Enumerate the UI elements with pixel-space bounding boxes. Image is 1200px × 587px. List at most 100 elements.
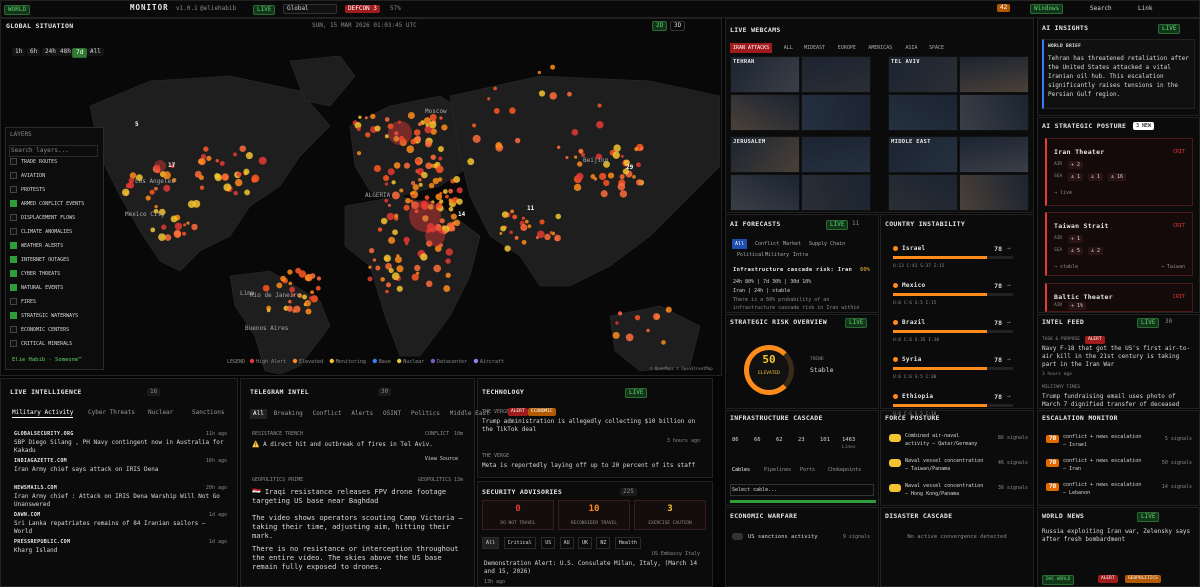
event-marker[interactable] (251, 174, 260, 183)
event-marker[interactable] (424, 125, 432, 134)
event-marker[interactable] (445, 258, 451, 264)
event-marker[interactable] (370, 113, 376, 120)
event-marker[interactable] (357, 151, 362, 156)
event-marker[interactable] (495, 141, 503, 149)
event-marker[interactable] (646, 328, 650, 333)
event-marker[interactable] (221, 175, 225, 179)
event-marker[interactable] (472, 134, 481, 143)
event-marker[interactable] (410, 181, 416, 186)
event-marker[interactable] (153, 208, 159, 214)
event-marker[interactable] (435, 193, 443, 201)
event-marker[interactable] (431, 200, 435, 204)
tab[interactable]: All (482, 537, 500, 549)
event-marker[interactable] (422, 215, 429, 222)
event-marker[interactable] (424, 140, 432, 148)
event-marker[interactable] (430, 163, 435, 168)
event-marker[interactable] (129, 172, 137, 179)
event-marker[interactable] (445, 248, 453, 256)
event-marker[interactable] (456, 187, 463, 194)
event-marker[interactable] (394, 213, 399, 218)
event-marker[interactable] (309, 273, 316, 279)
event-marker[interactable] (385, 282, 392, 288)
event-marker[interactable] (388, 236, 396, 244)
event-marker[interactable] (426, 240, 433, 247)
event-marker[interactable] (445, 194, 449, 199)
layer-checkbox[interactable] (10, 172, 17, 179)
event-marker[interactable] (396, 285, 403, 292)
event-marker[interactable] (549, 92, 557, 100)
event-marker[interactable] (421, 171, 428, 179)
view-toggle[interactable]: 3D (670, 21, 686, 31)
event-marker[interactable] (600, 190, 608, 198)
event-marker[interactable] (565, 155, 569, 160)
tab[interactable]: Sanctions (192, 409, 225, 416)
theater-link[interactable]: → Taiwan (1160, 264, 1185, 270)
webcam-feed[interactable] (801, 94, 871, 131)
event-marker[interactable] (128, 177, 135, 184)
tab[interactable]: ASIA (905, 45, 918, 51)
event-marker[interactable] (375, 265, 381, 271)
event-marker[interactable] (467, 158, 475, 166)
tab[interactable]: Conflict (755, 241, 780, 247)
webcam-feed[interactable] (959, 136, 1029, 173)
event-marker[interactable] (577, 161, 583, 167)
event-marker[interactable] (514, 137, 521, 144)
event-marker[interactable] (385, 289, 389, 294)
event-marker[interactable] (448, 198, 453, 203)
event-marker[interactable] (403, 162, 411, 169)
event-marker[interactable] (316, 276, 322, 281)
event-marker[interactable] (288, 281, 293, 286)
event-marker[interactable] (405, 241, 409, 246)
event-marker[interactable] (410, 138, 417, 145)
event-marker[interactable] (135, 174, 143, 182)
event-marker[interactable] (607, 172, 615, 179)
event-marker[interactable] (192, 200, 201, 208)
webcam-feed[interactable] (888, 174, 958, 211)
tab[interactable]: Chokepoints (828, 467, 862, 473)
hotspot[interactable] (388, 121, 412, 145)
event-marker[interactable] (387, 203, 391, 207)
tab[interactable]: NZ (596, 537, 611, 549)
event-marker[interactable] (384, 198, 389, 203)
tab[interactable]: Middle East (449, 410, 490, 417)
event-marker[interactable] (197, 158, 204, 165)
tab[interactable]: Cyber Threats (88, 409, 135, 416)
tab[interactable]: Breaking (273, 410, 303, 417)
event-marker[interactable] (315, 285, 321, 291)
event-marker[interactable] (423, 117, 432, 125)
event-marker[interactable] (425, 162, 433, 170)
event-marker[interactable] (384, 134, 389, 139)
event-marker[interactable] (364, 116, 368, 120)
event-marker[interactable] (304, 300, 311, 307)
event-marker[interactable] (365, 132, 371, 138)
event-marker[interactable] (425, 123, 429, 127)
event-marker[interactable] (413, 129, 421, 136)
webcam-feed[interactable] (888, 94, 958, 131)
event-marker[interactable] (276, 282, 283, 289)
event-marker[interactable] (636, 179, 643, 186)
event-marker[interactable] (615, 321, 619, 325)
event-marker[interactable] (383, 175, 390, 182)
event-marker[interactable] (500, 225, 507, 232)
event-marker[interactable] (442, 230, 447, 235)
event-marker[interactable] (504, 245, 511, 252)
tab[interactable]: SPACE (929, 45, 945, 51)
event-marker[interactable] (438, 156, 443, 161)
tab[interactable]: US (541, 537, 556, 549)
event-marker[interactable] (428, 182, 435, 189)
tab[interactable]: All (250, 409, 267, 419)
event-marker[interactable] (410, 199, 414, 203)
event-marker[interactable] (203, 146, 209, 152)
event-marker[interactable] (493, 86, 497, 91)
event-marker[interactable] (499, 232, 503, 236)
event-marker[interactable] (438, 243, 444, 248)
event-marker[interactable] (158, 233, 166, 241)
event-marker[interactable] (214, 173, 223, 182)
event-marker[interactable] (417, 122, 422, 127)
event-marker[interactable] (429, 121, 437, 129)
event-marker[interactable] (289, 286, 296, 293)
event-marker[interactable] (617, 182, 626, 191)
event-marker[interactable] (158, 208, 166, 216)
event-marker[interactable] (310, 290, 314, 295)
hotspot[interactable] (425, 226, 445, 246)
